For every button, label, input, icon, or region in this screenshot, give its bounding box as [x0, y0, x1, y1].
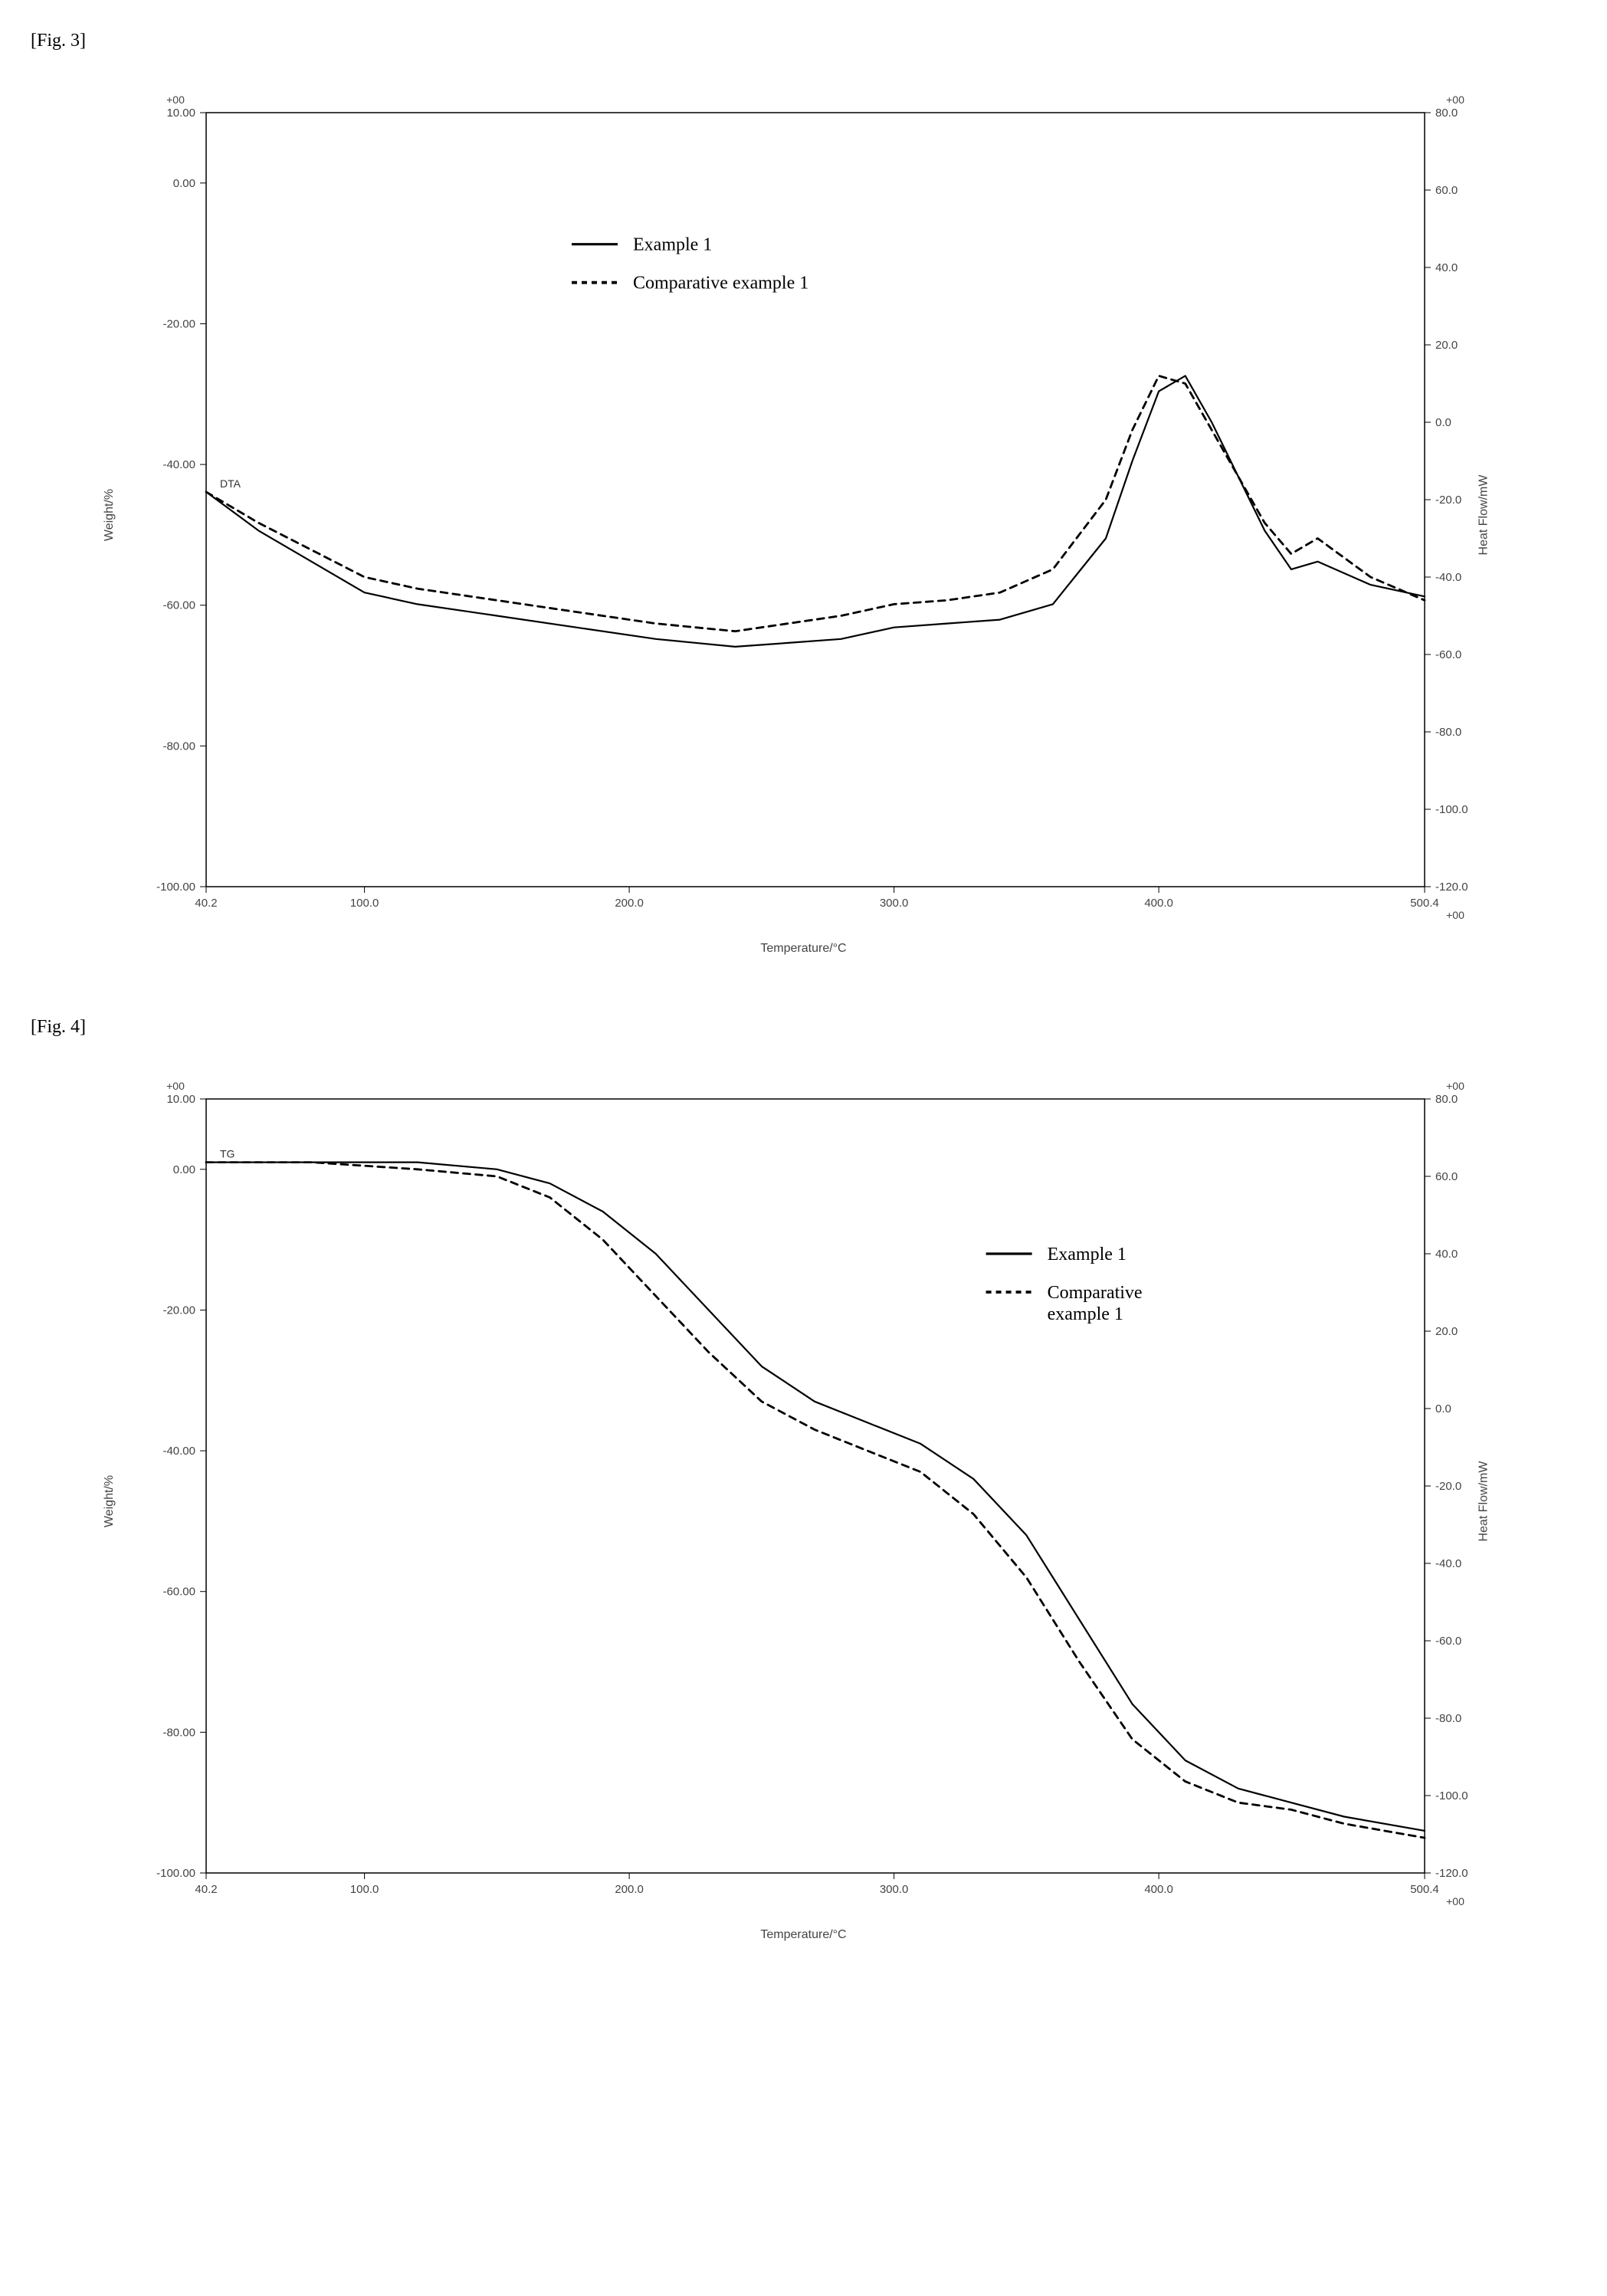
- svg-text:-100.00: -100.00: [156, 881, 195, 894]
- svg-text:-100.00: -100.00: [156, 1867, 195, 1880]
- svg-text:-40.0: -40.0: [1435, 1557, 1461, 1570]
- svg-text:300.0: 300.0: [879, 1883, 908, 1896]
- figure-4-chart: Weight/% Heat Flow/mW Temperature/°C 40.…: [76, 1061, 1532, 1942]
- svg-text:200.0: 200.0: [615, 1883, 644, 1896]
- svg-text:TG: TG: [220, 1148, 234, 1160]
- svg-text:40.2: 40.2: [195, 1883, 217, 1896]
- svg-text:Comparative: Comparative: [1047, 1283, 1142, 1303]
- figure-3: [Fig. 3] Weight/% Heat Flow/mW Temperatu…: [31, 31, 1576, 956]
- svg-text:Example 1: Example 1: [1047, 1245, 1126, 1264]
- fig4-svg: 40.2 100.0 200.0 300.0 400.0 500.4 -100.00 -80.…: [76, 1061, 1532, 1942]
- svg-text:80.0: 80.0: [1435, 1093, 1458, 1106]
- figure-3-chart: Weight/% Heat Flow/mW Temperature/°C 40.…: [76, 74, 1532, 956]
- svg-text:100.0: 100.0: [349, 1883, 379, 1896]
- svg-text:-40.0: -40.0: [1435, 571, 1461, 584]
- svg-text:0.00: 0.00: [172, 1163, 195, 1176]
- svg-text:500.4: 500.4: [1410, 897, 1439, 910]
- figure-4-label: [Fig. 4]: [31, 1017, 1576, 1038]
- svg-text:-20.00: -20.00: [162, 1304, 195, 1317]
- svg-text:+00: +00: [1446, 1895, 1464, 1907]
- svg-text:20.0: 20.0: [1435, 339, 1458, 352]
- svg-text:-60.00: -60.00: [162, 599, 195, 612]
- svg-text:-100.0: -100.0: [1435, 803, 1468, 816]
- svg-text:+00: +00: [166, 1080, 185, 1092]
- svg-text:-80.0: -80.0: [1435, 1712, 1461, 1725]
- svg-text:-100.0: -100.0: [1435, 1789, 1468, 1802]
- fig4-ylabel-right: Heat Flow/mW: [1477, 1461, 1491, 1542]
- svg-text:-20.0: -20.0: [1435, 1480, 1461, 1493]
- svg-text:-60.0: -60.0: [1435, 648, 1461, 661]
- svg-text:-80.00: -80.00: [162, 740, 195, 753]
- svg-text:-40.00: -40.00: [162, 458, 195, 471]
- fig3-svg: 40.2 100.0 200.0 300.0 400.0 500.4 -100.00 -80.…: [76, 74, 1532, 956]
- svg-text:+00: +00: [1446, 1080, 1464, 1092]
- svg-text:-60.00: -60.00: [162, 1586, 195, 1599]
- svg-text:20.0: 20.0: [1435, 1325, 1458, 1338]
- svg-text:60.0: 60.0: [1435, 184, 1458, 197]
- svg-text:10.00: 10.00: [166, 1093, 195, 1106]
- svg-text:300.0: 300.0: [879, 897, 908, 910]
- figure-4: [Fig. 4] Weight/% Heat Flow/mW Temperatu…: [31, 1017, 1576, 1942]
- svg-text:DTA: DTA: [220, 477, 241, 490]
- svg-text:60.0: 60.0: [1435, 1170, 1458, 1183]
- svg-text:400.0: 400.0: [1144, 897, 1173, 910]
- svg-text:40.0: 40.0: [1435, 1248, 1458, 1261]
- svg-text:0.00: 0.00: [172, 177, 195, 190]
- svg-text:40.0: 40.0: [1435, 261, 1458, 274]
- fig3-xlabel: Temperature/°C: [760, 942, 846, 956]
- svg-text:-20.0: -20.0: [1435, 494, 1461, 507]
- svg-text:example 1: example 1: [1047, 1304, 1123, 1324]
- fig3-ylabel-left: Weight/%: [103, 489, 116, 541]
- fig3-ylabel-right: Heat Flow/mW: [1477, 475, 1491, 556]
- svg-text:40.2: 40.2: [195, 897, 217, 910]
- svg-text:-80.00: -80.00: [162, 1726, 195, 1739]
- svg-text:0.0: 0.0: [1435, 416, 1451, 429]
- svg-text:400.0: 400.0: [1144, 1883, 1173, 1896]
- svg-text:-80.0: -80.0: [1435, 726, 1461, 739]
- fig4-xlabel: Temperature/°C: [760, 1928, 846, 1942]
- svg-text:-20.00: -20.00: [162, 317, 195, 330]
- svg-text:100.0: 100.0: [349, 897, 379, 910]
- fig4-ylabel-left: Weight/%: [103, 1475, 116, 1527]
- svg-text:+00: +00: [1446, 909, 1464, 921]
- svg-text:500.4: 500.4: [1410, 1883, 1439, 1896]
- svg-text:10.00: 10.00: [166, 107, 195, 120]
- svg-text:-120.0: -120.0: [1435, 1867, 1468, 1880]
- svg-text:+00: +00: [166, 93, 185, 106]
- svg-text:Comparative example 1: Comparative example 1: [633, 274, 808, 294]
- svg-text:+00: +00: [1446, 93, 1464, 106]
- svg-text:-60.0: -60.0: [1435, 1635, 1461, 1648]
- svg-text:200.0: 200.0: [615, 897, 644, 910]
- svg-text:Example 1: Example 1: [633, 235, 712, 255]
- svg-text:0.0: 0.0: [1435, 1402, 1451, 1415]
- svg-text:-40.00: -40.00: [162, 1445, 195, 1458]
- figure-3-label: [Fig. 3]: [31, 31, 1576, 51]
- svg-text:-120.0: -120.0: [1435, 881, 1468, 894]
- svg-text:80.0: 80.0: [1435, 107, 1458, 120]
